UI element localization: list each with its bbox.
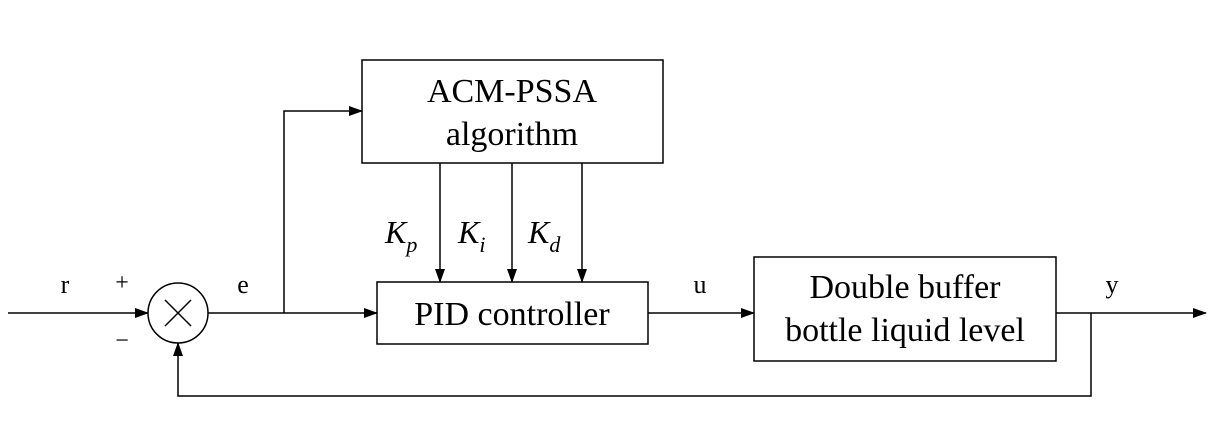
gain-kd-label: Kd: [527, 214, 561, 257]
summing-cross-b: [164, 299, 192, 327]
gain-ki-label: Ki: [457, 214, 485, 257]
gain-kp-label: Kp: [384, 214, 417, 257]
feedback-arrow: [173, 313, 1092, 397]
plant-label-line2: bottle liquid level: [785, 312, 1025, 349]
pid-controller-label: PID controller: [414, 296, 610, 333]
plus-sign: +: [115, 270, 129, 296]
plant-label-line1: Double buffer: [809, 269, 1001, 306]
signal-e-label: e: [237, 270, 249, 299]
acm-pssa-subtitle: algorithm: [446, 116, 578, 153]
signal-y-label: y: [1106, 270, 1119, 299]
signal-u-label: u: [694, 270, 707, 299]
minus-sign: −: [115, 328, 129, 354]
error-to-acm-arrow: [283, 106, 363, 313]
signal-r-label: r: [61, 270, 70, 299]
plant-block: [753, 256, 1057, 362]
acm-pssa-block: [361, 59, 664, 164]
acm-pssa-title: ACM-PSSA: [427, 73, 598, 110]
pid-controller-block: [376, 281, 649, 345]
